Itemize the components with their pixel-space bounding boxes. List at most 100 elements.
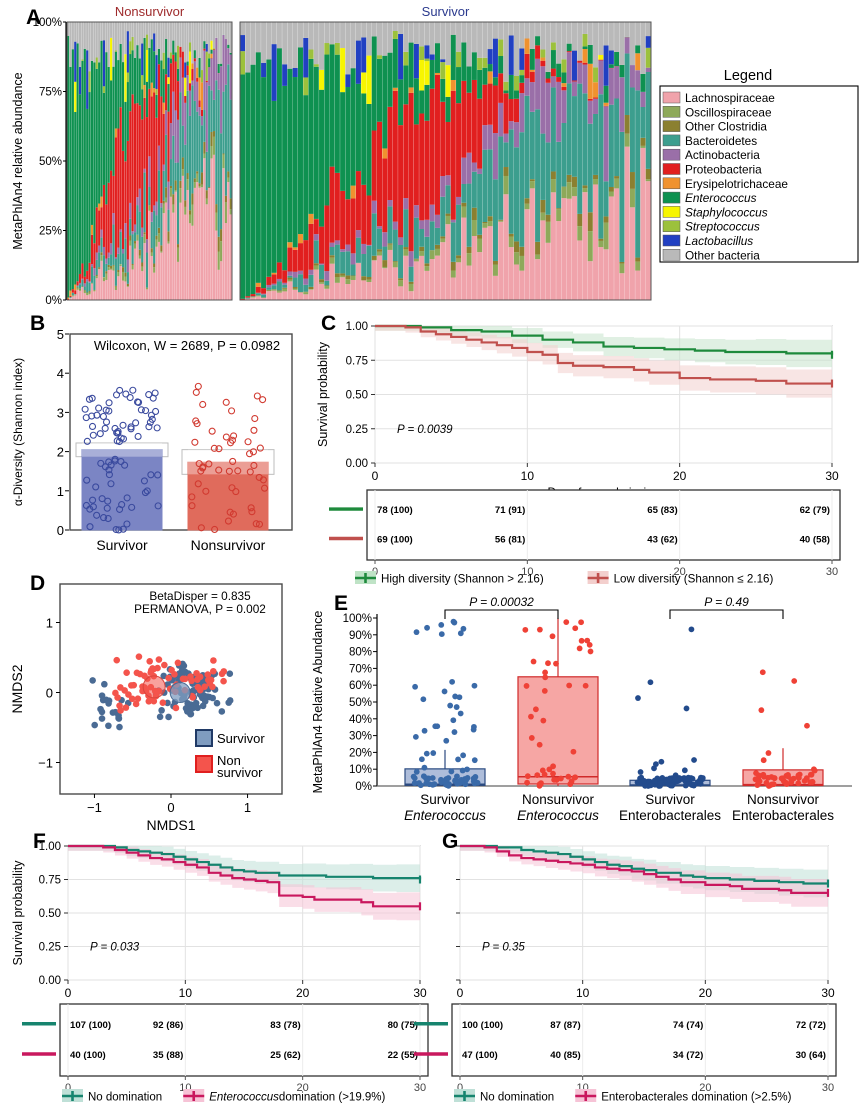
panel-b-svg: α-Diversity (Shannon index)543210Wilcoxo…: [11, 327, 293, 553]
stacked-segment: [71, 292, 74, 296]
nmds-point: [135, 653, 143, 660]
stacked-segment: [329, 247, 335, 256]
stacked-segment: [514, 75, 520, 91]
stacked-segment: [179, 180, 182, 189]
stacked-segment: [71, 295, 74, 296]
stacked-segment: [105, 22, 108, 53]
jitter-point: [142, 407, 150, 415]
stacked-segment: [67, 22, 70, 36]
stacked-segment: [107, 66, 110, 183]
stacked-segment: [545, 82, 551, 143]
stacked-segment: [361, 280, 367, 300]
stacked-segment: [582, 22, 588, 34]
nmds-point: [184, 700, 191, 707]
stacked-segment: [188, 83, 192, 91]
stacked-segment: [169, 188, 172, 197]
jitter-point: [755, 779, 762, 786]
stacked-segment: [102, 22, 106, 41]
stacked-segment: [419, 246, 425, 252]
stacked-segment: [119, 265, 122, 300]
stacked-segment: [487, 221, 493, 227]
stacked-segment: [155, 55, 158, 89]
stacked-segment: [582, 188, 588, 193]
stacked-segment: [141, 119, 144, 228]
panel-e-xlabel-line2: Enterobacterales: [732, 808, 834, 823]
stacked-segment: [619, 77, 625, 132]
stacked-segment: [408, 281, 414, 284]
stacked-segment: [222, 91, 225, 154]
stacked-segment: [398, 286, 404, 300]
stacked-segment: [95, 276, 98, 279]
stacked-segment: [255, 22, 261, 53]
stacked-segment: [150, 255, 153, 300]
stacked-segment: [608, 22, 614, 51]
stacked-segment: [371, 260, 377, 300]
nmds-point: [204, 671, 212, 678]
legend-swatch: [662, 249, 681, 261]
stacked-segment: [571, 50, 577, 81]
jitter-point: [103, 504, 111, 512]
panel-a-label: A: [26, 6, 41, 29]
stacked-segment: [629, 87, 635, 173]
stacked-segment: [566, 43, 572, 52]
stacked-segment: [271, 285, 277, 290]
stacked-segment: [88, 281, 91, 283]
jitter-point: [107, 480, 115, 488]
stacked-segment: [126, 31, 129, 73]
jitter-point: [99, 412, 107, 421]
stacked-segment: [90, 234, 94, 265]
risk-table-cell: 65 (83): [647, 505, 677, 516]
jitter-point: [453, 704, 460, 710]
stacked-segment: [556, 221, 562, 300]
panel-d-xtick: 0: [167, 800, 174, 815]
stacked-segment: [450, 34, 456, 80]
stacked-segment: [482, 227, 488, 300]
stacked-segment: [440, 62, 446, 79]
stacked-segment: [145, 49, 149, 82]
jitter-point: [123, 494, 131, 502]
nmds-point: [116, 723, 123, 731]
stacked-segment: [366, 276, 372, 280]
jitter-point: [542, 669, 549, 676]
stacked-segment: [126, 82, 129, 141]
stacked-segment: [540, 212, 546, 221]
stacked-segment: [198, 183, 201, 187]
stacked-segment: [308, 49, 314, 59]
stacked-segment: [167, 77, 170, 85]
stacked-segment: [250, 64, 256, 295]
stacked-segment: [382, 268, 388, 300]
stacked-segment: [229, 99, 232, 199]
stacked-segment: [450, 222, 456, 262]
stacked-segment: [603, 222, 609, 250]
stacked-segment: [540, 57, 546, 61]
stacked-segment: [614, 188, 620, 300]
jitter-point: [105, 458, 113, 466]
jitter-point: [151, 389, 159, 397]
stacked-segment: [95, 57, 98, 69]
jitter-point: [244, 438, 252, 446]
stacked-segment: [165, 110, 168, 135]
jitter-point: [413, 768, 420, 775]
jitter-point: [232, 488, 240, 496]
stacked-segment: [184, 214, 187, 300]
stacked-segment: [153, 205, 156, 211]
stacked-segment: [78, 66, 82, 95]
stacked-segment: [345, 199, 351, 245]
stacked-segment: [498, 73, 504, 103]
nmds-point: [150, 697, 158, 705]
stacked-segment: [153, 22, 156, 34]
stacked-segment: [492, 260, 498, 265]
stacked-segment: [387, 244, 393, 250]
stacked-segment: [292, 67, 298, 78]
stacked-segment: [608, 50, 614, 65]
stacked-segment: [587, 44, 593, 64]
stacked-segment: [220, 229, 223, 242]
risk-axis-tick: 20: [699, 1082, 711, 1094]
panel-c-label: C: [321, 312, 336, 335]
stacked-segment: [587, 261, 593, 300]
stacked-segment: [88, 291, 91, 293]
stacked-segment: [181, 51, 184, 78]
stacked-segment: [377, 58, 383, 122]
stacked-segment: [545, 71, 551, 79]
jitter-point: [215, 466, 223, 474]
